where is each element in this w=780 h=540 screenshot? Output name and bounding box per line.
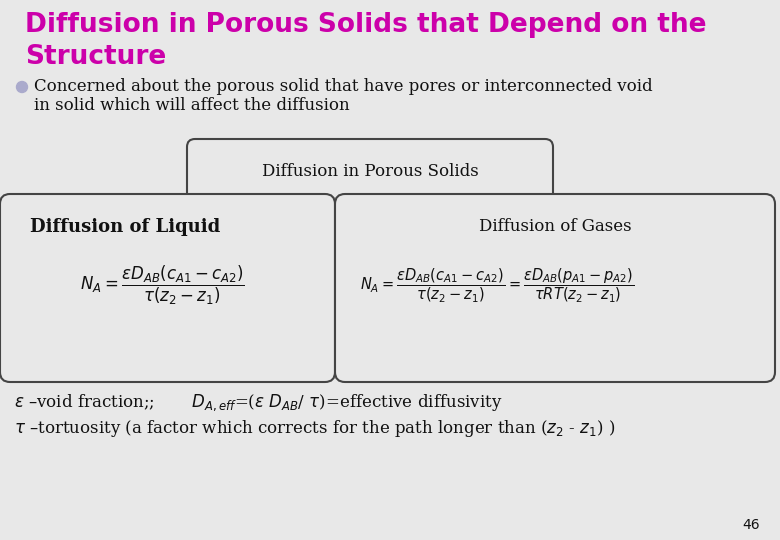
- Circle shape: [16, 82, 27, 92]
- FancyBboxPatch shape: [0, 194, 335, 382]
- Text: $\tau$ –tortuosity (a factor which corrects for the path longer than ($z_2$ - $z: $\tau$ –tortuosity (a factor which corre…: [14, 418, 615, 439]
- Text: Diffusion in Porous Solids: Diffusion in Porous Solids: [261, 163, 478, 179]
- Text: Structure: Structure: [25, 44, 166, 70]
- Text: Diffusion in Porous Solids that Depend on the: Diffusion in Porous Solids that Depend o…: [25, 12, 707, 38]
- Text: in solid which will affect the diffusion: in solid which will affect the diffusion: [34, 97, 349, 114]
- Text: Diffusion of Gases: Diffusion of Gases: [479, 218, 631, 235]
- Text: $N_A = \dfrac{\varepsilon D_{AB}(c_{A1}-c_{A2})}{\tau(z_2-z_1)} = \dfrac{\vareps: $N_A = \dfrac{\varepsilon D_{AB}(c_{A1}-…: [360, 266, 635, 304]
- Text: $N_A = \dfrac{\varepsilon D_{AB}(c_{A1}-c_{A2})}{\tau(z_2-z_1)}$: $N_A = \dfrac{\varepsilon D_{AB}(c_{A1}-…: [80, 264, 245, 307]
- FancyBboxPatch shape: [335, 194, 775, 382]
- Text: 46: 46: [743, 518, 760, 532]
- Text: Diffusion of Liquid: Diffusion of Liquid: [30, 218, 220, 236]
- Text: Concerned about the porous solid that have pores or interconnected void: Concerned about the porous solid that ha…: [34, 78, 653, 95]
- Text: $\varepsilon$ –void fraction;;       $D_{A,eff}$=($\varepsilon$ $D_{AB}$/ $\tau$: $\varepsilon$ –void fraction;; $D_{A,eff…: [14, 392, 502, 413]
- FancyBboxPatch shape: [187, 139, 553, 203]
